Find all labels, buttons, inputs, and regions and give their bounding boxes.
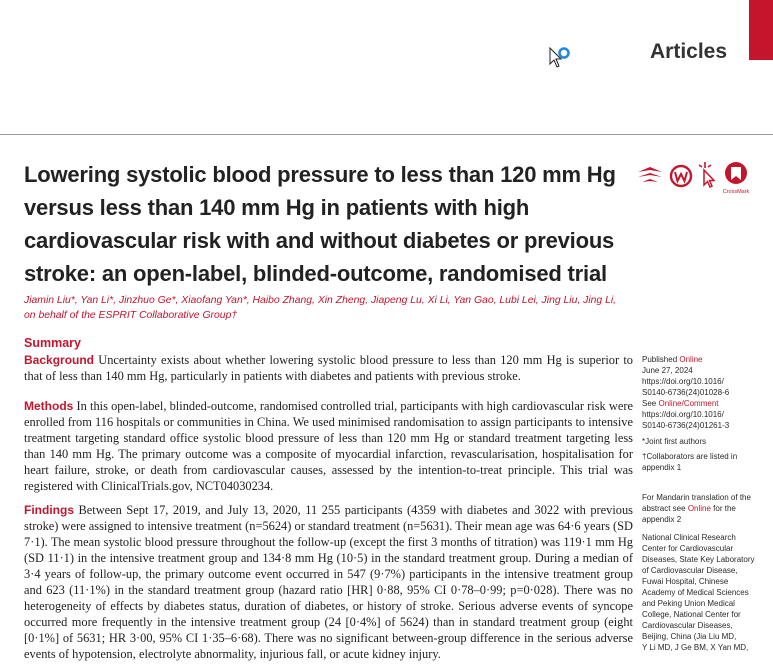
background-text: Uncertainty exists about whether lowerin… <box>24 353 633 383</box>
published-online-link[interactable]: Online <box>679 355 703 364</box>
crossmark-icon[interactable]: CrossMark <box>722 160 750 196</box>
comment-link[interactable]: Online/Comment <box>658 399 719 408</box>
header-divider <box>0 134 773 135</box>
doi-link-1[interactable]: https://doi.org/10.1016/ <box>642 377 724 386</box>
published-date: June 27, 2024 <box>642 366 693 375</box>
web-extra-icon[interactable] <box>668 160 694 190</box>
background-paragraph: Background Uncertainty exists about whet… <box>24 352 633 384</box>
section-label: Articles <box>650 40 728 63</box>
methods-text: In this open-label, blinded-outcome, ran… <box>24 399 633 493</box>
mandarin-line-2: abstract see <box>642 504 686 513</box>
author-list: Jiamin Liu*, Yan Li*, Jinzhuo Ge*, Xiaof… <box>24 295 617 321</box>
lancet-logo-icon[interactable] <box>636 160 664 190</box>
affiliation-line: Academy of Medical Sciences <box>642 588 749 597</box>
affiliation-authors: Y Li MD, J Ge BM, X Yan MD, <box>642 643 749 652</box>
affiliation-line: Cardiovascular Diseases, <box>642 621 733 630</box>
collaborators-note: †Collaborators are listed in <box>642 452 738 461</box>
summary-heading: Summary <box>24 336 81 350</box>
doi-link-2b[interactable]: S0140-6736(24)01261-3 <box>642 421 730 430</box>
doi-link-2[interactable]: https://doi.org/10.1016/ <box>642 410 724 419</box>
affiliation-line: National Clinical Research <box>642 533 736 542</box>
author-notes: *Joint first authors †Collaborators are … <box>642 436 770 473</box>
methods-label: Methods <box>24 399 74 413</box>
published-prefix: Published <box>642 355 678 364</box>
mandarin-appendix: appendix 2 <box>642 515 682 524</box>
findings-label: Findings <box>24 503 74 517</box>
background-label: Background <box>24 353 95 367</box>
affiliation-line: and Peking Union Medical <box>642 599 735 608</box>
affiliation-line: Beijing, China <box>642 632 692 641</box>
mandarin-line-1: For Mandarin translation of the <box>642 493 751 502</box>
see-prefix: See <box>642 399 657 408</box>
mouse-cursor-icon <box>549 47 570 68</box>
collaborators-appendix: appendix 1 <box>642 463 682 472</box>
joint-first-note: *Joint first authors <box>642 437 707 446</box>
affiliation-line: of Cardiovascular Disease, <box>642 566 738 575</box>
cursor-click-icon[interactable] <box>696 160 720 190</box>
mandarin-line-3: for the <box>713 504 736 513</box>
affiliation-line: Center for Cardiovascular <box>642 544 734 553</box>
publication-info: Published Online June 27, 2024 https://d… <box>642 354 770 431</box>
article-title: Lowering systolic blood pressure to less… <box>24 162 616 286</box>
article-tool-icons: CrossMark <box>636 160 756 196</box>
findings-paragraph: Findings Between Sept 17, 2019, and July… <box>24 502 633 662</box>
affiliation-line: Diseases, State Key Laboratory <box>642 555 755 564</box>
affiliation: National Clinical Research Center for Ca… <box>642 532 770 653</box>
doi-link-1b[interactable]: S0140-6736(24)01028-6 <box>642 388 730 397</box>
crossmark-label: CrossMark <box>723 189 750 195</box>
affiliation-authors: (Jia Liu MD, <box>693 632 737 641</box>
methods-paragraph: Methods In this open-label, blinded-outc… <box>24 398 633 494</box>
mandarin-note: For Mandarin translation of the abstract… <box>642 492 770 525</box>
mandarin-online-link[interactable]: Online <box>687 504 711 513</box>
findings-text: Between Sept 17, 2019, and July 13, 2020… <box>24 503 633 661</box>
brand-color-bar <box>749 0 773 60</box>
affiliation-line: Fuwai Hospital, Chinese <box>642 577 729 586</box>
affiliation-line: College, National Center for <box>642 610 741 619</box>
